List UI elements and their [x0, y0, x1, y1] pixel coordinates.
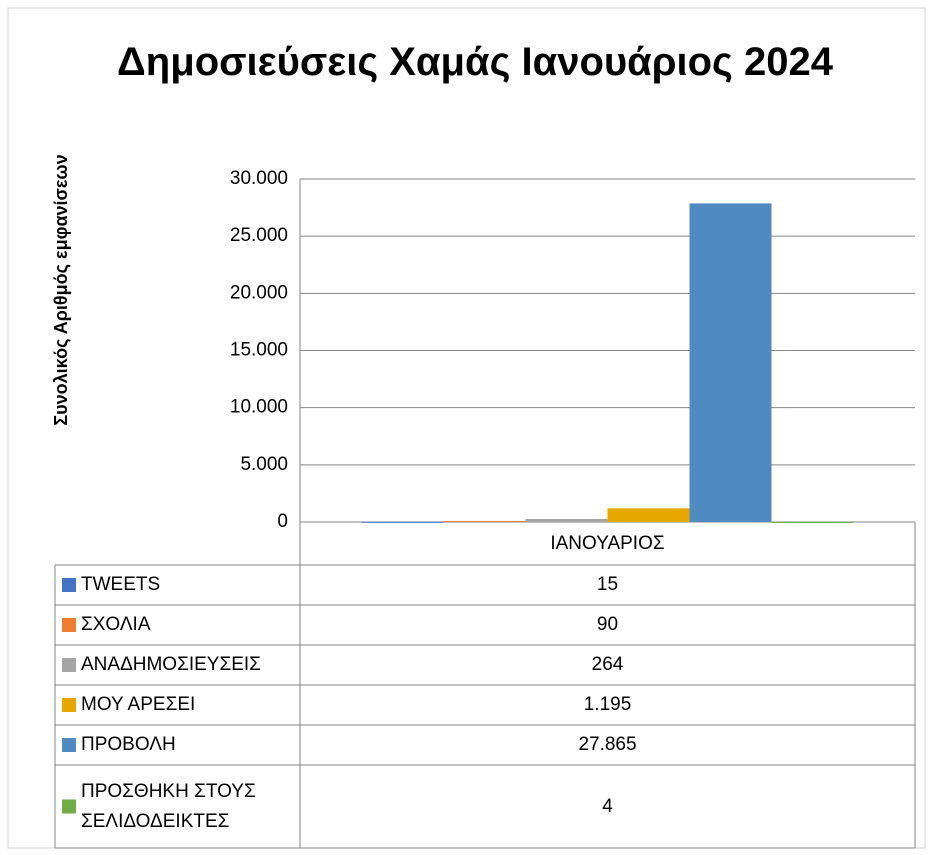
bar: [689, 203, 772, 523]
legend-key: [62, 618, 76, 632]
category-label: ΙΑΝΟΥΑΡΙΟΣ: [550, 532, 665, 554]
table-value: 90: [596, 614, 619, 635]
y-axis-label: Συνολικός Αριθμός εμφανίσεων: [51, 154, 71, 425]
table-value: 15: [596, 574, 619, 595]
legend-label: ΣΧΟΛΙΑ: [81, 614, 151, 635]
y-tick-label: 15.000: [230, 340, 288, 361]
table-value: 264: [591, 654, 624, 675]
chart-border: [7, 7, 926, 849]
legend-label: TWEETS: [81, 574, 161, 595]
bar: [361, 521, 444, 523]
y-tick-label: 25.000: [230, 225, 288, 246]
y-tick-label: 10.000: [230, 397, 288, 418]
legend-label: ΑΝΑΔΗΜΟΣΙΕΥΣΕΙΣ: [81, 654, 261, 675]
chart-title: Δημοσιεύσεις Χαμάς Ιανουάριος 2024: [117, 40, 833, 84]
bar: [525, 518, 608, 522]
bar: [771, 521, 854, 523]
y-tick-label: 0: [277, 511, 288, 532]
legend-label: ΜΟΥ ΑΡΕΣΕΙ: [81, 694, 196, 715]
bar: [443, 520, 526, 522]
legend-key: [62, 738, 76, 752]
legend-label: ΠΡΟΒΟΛΗ: [81, 734, 176, 755]
legend-label: ΠΡΟΣΘΗΚΗ ΣΤΟΥΣ ΣΕΛΙΔΟΔΕΙΚΤΕΣ: [81, 780, 256, 832]
y-tick-label: 30.000: [230, 168, 288, 189]
table-value: 1.195: [583, 694, 632, 715]
legend-key: [62, 578, 76, 592]
legend-key: [62, 799, 76, 814]
table-value: 27.865: [578, 734, 637, 755]
legend-key: [62, 658, 76, 672]
table-value: 4: [602, 795, 613, 817]
y-tick-label: 5.000: [240, 454, 288, 475]
legend-key: [62, 698, 76, 712]
y-tick-label: 20.000: [230, 282, 288, 303]
bar: [607, 508, 690, 522]
